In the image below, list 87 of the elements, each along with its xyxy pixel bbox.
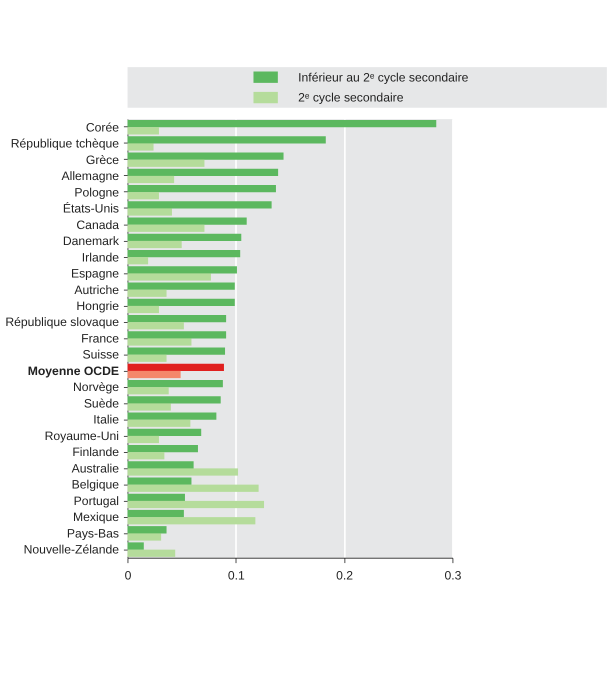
bar [128,494,185,501]
bar [128,273,211,281]
bar [128,250,240,258]
y-tick-label: Italie [93,412,120,427]
y-tick-label: Autriche [74,282,120,297]
x-tick-label: 0.1 [228,568,245,582]
y-tick-label: Canada [76,218,120,232]
bar [128,314,226,322]
bar [128,477,192,485]
bar [128,192,159,200]
bar [128,298,235,306]
y-tick-label: Hongrie [76,299,120,313]
y-tick-label: Irlande [82,250,120,264]
y-tick-label: Suède [84,396,120,410]
y-tick-label: Pays-Bas [66,526,120,540]
bar [128,420,190,427]
legend-label: 2ᵉ cycle secondaire [298,90,404,105]
bar [128,387,169,394]
bar [128,517,256,524]
y-tick-label: Australie [72,461,120,476]
bar [128,217,247,225]
y-tick-label: République slovaque [5,315,120,330]
y-tick-label: Grèce [86,152,120,167]
bar [128,461,194,469]
bar [128,240,182,248]
bar [128,127,159,134]
bar [128,510,184,518]
bar [128,370,181,378]
bar [128,176,174,184]
bar [128,444,198,452]
y-tick-label: Royaume-Uni [44,428,120,443]
legend-label: Inférieur au 2ᵉ cycle secondaire [298,70,469,84]
y-tick-label: Espagne [70,266,120,281]
bar [128,322,184,330]
bar [128,234,242,242]
bar [128,526,167,534]
y-tick-label: Norvège [73,380,120,394]
bar [128,290,167,297]
bar [128,542,144,550]
bar [128,257,148,264]
bar [128,201,272,209]
y-tick-label: Danemark [62,234,120,248]
bar [128,500,264,508]
y-tick-label: Pologne [74,185,120,200]
y-tick-label: Allemagne [62,169,120,184]
bar [128,396,221,404]
bar [128,436,159,444]
y-tick-label: Nouvelle-Zélande [24,542,120,557]
bar [128,364,224,372]
y-tick-label: États-Unis [62,202,120,216]
bar [128,224,204,232]
bar [128,266,237,274]
y-tick-label: Corée [86,120,120,134]
bar [128,152,284,160]
bar [128,380,223,388]
bar [128,136,326,144]
x-tick-label: 0.3 [444,568,462,582]
bar [128,306,159,314]
bar [128,184,276,192]
y-tick-label: Belgique [72,478,120,492]
y-tick-label: France [81,332,120,346]
y-tick-label: Suisse [82,348,120,362]
bar [128,208,172,216]
x-tick-label: 0.2 [336,568,354,582]
y-tick-label: Portugal [74,494,120,508]
bar [128,168,278,176]
bar [128,428,202,436]
y-tick-label: Finlande [72,445,120,460]
bar [128,354,167,362]
bar [128,550,176,557]
bar [128,143,154,151]
bar [128,412,216,420]
bar [128,282,235,290]
y-tick-label: Moyenne OCDE [28,364,120,378]
y-tick-label: Mexique [73,510,120,524]
bar [128,403,171,411]
bar [128,347,226,355]
x-tick-label: 0 [124,568,132,582]
bar [128,468,238,476]
y-tick-label: République tchèque [10,136,120,151]
bar [128,338,192,346]
bar [128,484,259,492]
bar [128,120,436,128]
bar [128,452,164,460]
bar [128,533,162,541]
bar [128,160,204,167]
bar [128,331,226,339]
